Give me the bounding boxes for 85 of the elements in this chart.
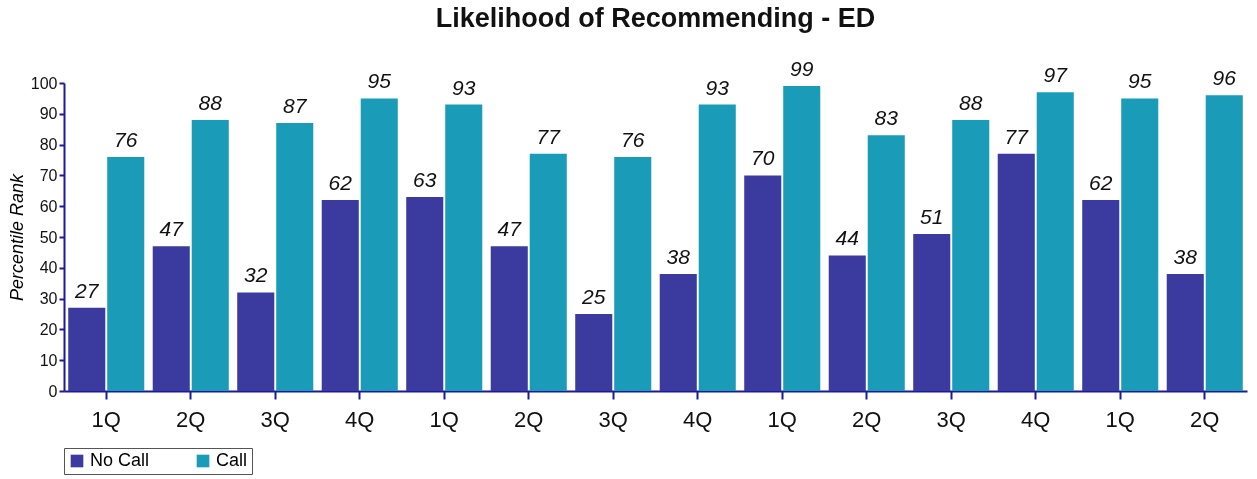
x-tick-label: 4Q (345, 406, 375, 432)
y-tick-label: 40 (39, 259, 58, 277)
bar (152, 246, 190, 391)
x-tick-label: 2Q (176, 406, 206, 432)
y-axis-title: Percentile Rank (6, 172, 27, 302)
bar (191, 119, 229, 391)
data-label: 70 (751, 146, 775, 170)
x-tick-label: 3Q (598, 406, 628, 432)
data-label: 62 (1089, 171, 1113, 195)
bar (575, 314, 613, 391)
x-tick-label: 1Q (1105, 406, 1135, 432)
bar (614, 156, 652, 391)
legend-label: Call (216, 450, 248, 470)
x-tick-label: 2Q (1190, 406, 1220, 432)
x-tick-label: 4Q (1021, 406, 1051, 432)
data-label: 93 (452, 75, 476, 99)
bar (107, 156, 145, 391)
y-tick-label: 10 (39, 351, 58, 369)
data-label: 83 (874, 106, 899, 130)
x-tick-label: 2Q (514, 406, 544, 432)
bar (1036, 92, 1074, 391)
bar (1082, 200, 1120, 391)
data-label: 76 (114, 127, 138, 151)
data-label: 96 (1212, 66, 1237, 90)
x-tick-label: 4Q (683, 406, 713, 432)
data-label: 25 (581, 285, 606, 308)
data-label: 99 (790, 57, 814, 81)
x-tick-label: 1Q (429, 406, 459, 432)
data-label: 44 (835, 226, 859, 250)
y-tick-label: 100 (30, 74, 58, 92)
data-label: 95 (367, 69, 392, 93)
data-label: 38 (666, 244, 691, 268)
y-tick-label: 80 (39, 136, 58, 154)
data-label: 97 (1043, 63, 1069, 87)
chart-title: Likelihood of Recommending - ED (435, 3, 876, 34)
x-tick-label: 1Q (767, 406, 797, 432)
bar (952, 119, 990, 391)
data-label: 51 (920, 204, 944, 228)
bar (1166, 273, 1204, 391)
bar (360, 98, 398, 391)
y-tick-label: 0 (48, 382, 58, 400)
data-label: 88 (959, 90, 983, 114)
bar (321, 200, 359, 391)
x-tick-label: 3Q (936, 406, 966, 432)
data-label: 88 (198, 90, 223, 114)
bar (237, 292, 275, 391)
data-label: 27 (74, 278, 100, 302)
y-tick-label: 70 (39, 166, 58, 184)
legend-label: No Call (90, 450, 150, 470)
data-label: 95 (1128, 69, 1152, 93)
y-tick-label: 60 (39, 197, 58, 215)
bar (490, 246, 528, 391)
bar (68, 307, 106, 391)
y-tick-label: 20 (39, 320, 58, 338)
data-label: 76 (621, 127, 645, 151)
bar (744, 175, 782, 391)
data-label: 63 (413, 167, 437, 191)
y-tick-label: 90 (39, 105, 58, 123)
data-label: 77 (1004, 124, 1030, 148)
bar (997, 153, 1035, 391)
data-label: 93 (705, 75, 730, 99)
bar (406, 196, 444, 391)
x-tick-label: 3Q (260, 406, 290, 432)
x-tick-label: 2Q (852, 406, 882, 432)
data-label: 62 (328, 171, 353, 195)
bar (1121, 98, 1159, 391)
bar (276, 123, 314, 391)
y-tick-label: 50 (39, 228, 58, 246)
bar (659, 273, 697, 391)
data-label: 47 (159, 217, 185, 241)
data-label: 87 (283, 94, 308, 118)
y-tick-label: 30 (39, 290, 58, 308)
data-label: 32 (244, 263, 268, 287)
bar (867, 135, 905, 391)
data-label: 47 (497, 217, 523, 241)
bar (445, 104, 483, 391)
x-tick-label: 1Q (91, 406, 121, 432)
bar (698, 104, 736, 391)
data-label: 38 (1173, 244, 1198, 268)
bar (1205, 95, 1243, 391)
bar (783, 86, 821, 391)
bar (828, 255, 866, 391)
bar (529, 153, 567, 391)
bar (913, 233, 951, 391)
data-label: 77 (536, 124, 562, 148)
